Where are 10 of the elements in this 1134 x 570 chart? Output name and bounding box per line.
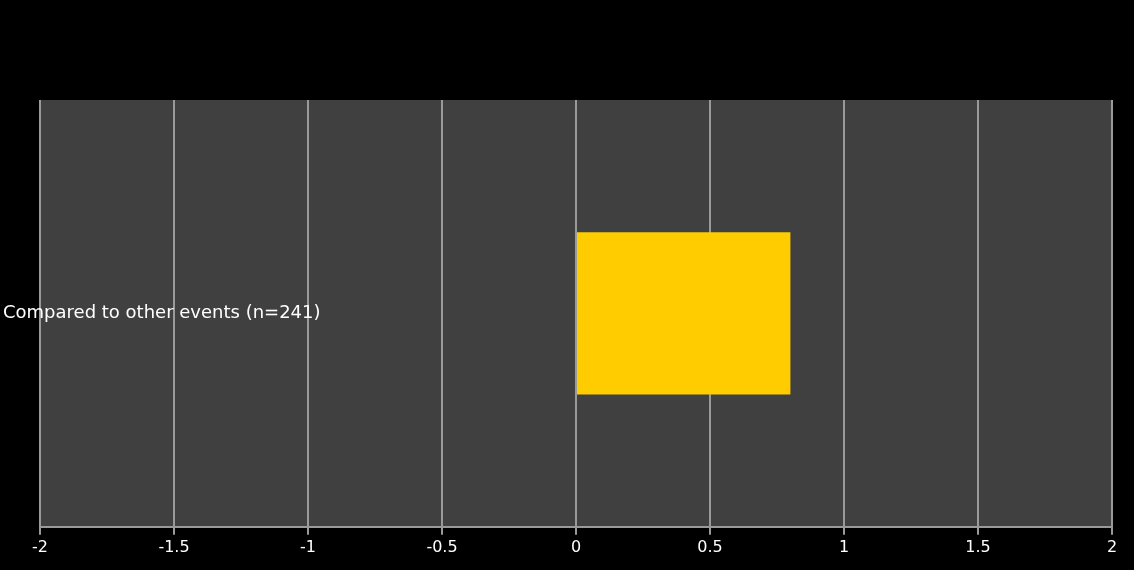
x-tick-label: -1.5 <box>158 536 190 556</box>
x-tick-label: 1.5 <box>965 536 991 556</box>
x-tick-label: 1 <box>838 536 850 556</box>
x-tick-label: -2 <box>32 536 48 556</box>
y-tick-label: Compared to other events (n=241) <box>3 301 321 323</box>
x-tick-label: -0.5 <box>426 536 458 556</box>
x-tick-label: -1 <box>300 536 316 556</box>
x-tick-label: 2 <box>1106 536 1118 556</box>
x-tick-label: 0.5 <box>697 536 723 556</box>
x-tick-label: 0 <box>570 536 582 556</box>
